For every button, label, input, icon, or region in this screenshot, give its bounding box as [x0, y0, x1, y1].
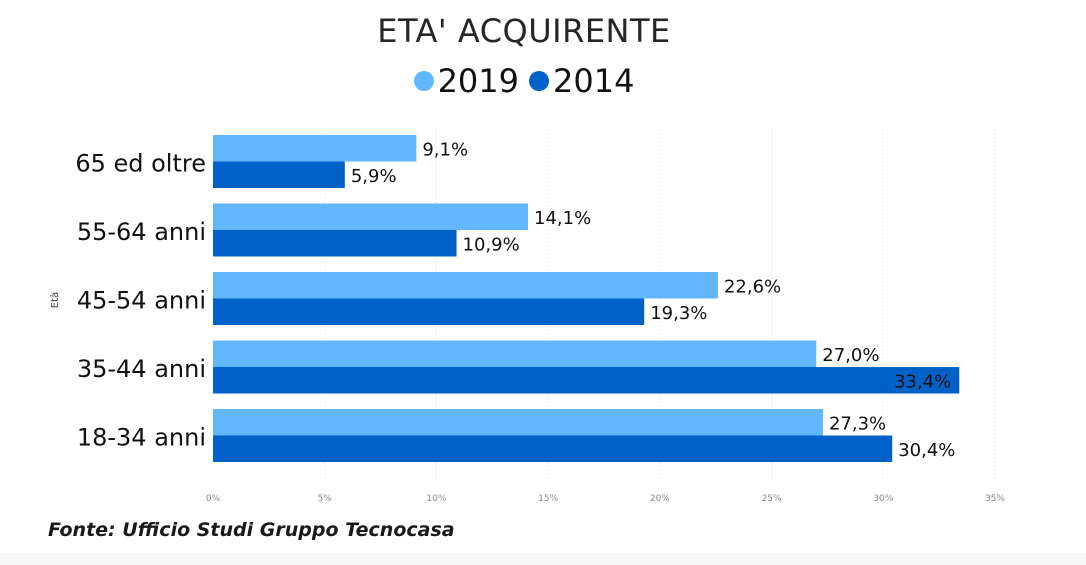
y-tick-label: 18-34 anni [77, 424, 206, 452]
y-tick-label: 55-64 anni [77, 218, 206, 246]
y-tick-label: 35-44 anni [77, 355, 206, 383]
y-tick-label: 45-54 anni [77, 287, 206, 315]
x-tick-label: 10% [426, 494, 446, 504]
legend-item-2014[interactable]: 2014 [529, 62, 634, 100]
x-tick-label: 25% [762, 494, 782, 504]
bottom-band [0, 553, 1086, 565]
x-tick-label: 30% [873, 494, 893, 504]
bar-2014 [213, 367, 960, 394]
bar-2019 [213, 135, 417, 162]
x-tick-label: 0% [206, 494, 221, 504]
data-label: 5,9% [351, 166, 397, 187]
bar-2014 [213, 298, 645, 325]
bar-2014 [213, 161, 345, 188]
bar-2019 [213, 203, 529, 230]
legend-marker-2014 [529, 71, 549, 91]
data-label: 10,9% [463, 234, 520, 255]
x-tick-label: 15% [538, 494, 558, 504]
y-axis-title: Età [49, 292, 61, 308]
bar-2019 [213, 272, 718, 299]
legend-marker-2019 [413, 71, 434, 91]
legend-label-2019: 2019 [437, 62, 519, 100]
legend-item-2019[interactable]: 2019 [413, 62, 519, 100]
data-label: 19,3% [650, 303, 707, 324]
chart-title: ETA' ACQUIRENTE [377, 12, 671, 50]
legend-label-2014: 2014 [553, 62, 635, 100]
data-label: 27,3% [829, 413, 886, 434]
y-tick-label: 65 ed oltre [75, 150, 206, 178]
x-tick-label: 5% [318, 494, 333, 504]
bar-2014 [213, 230, 457, 257]
data-label: 30,4% [898, 440, 955, 461]
source-note: Fonte: Ufficio Studi Gruppo Tecnocasa [48, 519, 455, 541]
x-tick-label: 35% [985, 494, 1005, 504]
data-label: 9,1% [422, 139, 468, 160]
data-label: 22,6% [724, 276, 781, 297]
data-label: 33,4% [894, 371, 951, 392]
data-label: 14,1% [534, 208, 591, 229]
bar-2014 [213, 435, 893, 462]
bar-2019 [213, 340, 817, 367]
legend: 2019 2014 [0, 62, 1048, 100]
x-tick-label: 20% [650, 494, 670, 504]
bar-chart: 0% 5% 10% 15% 20% 25% 30% 35% Età 65 ed oltre 9,1%… [49, 130, 1005, 504]
bar-2019 [213, 409, 823, 436]
data-label: 27,0% [822, 345, 879, 366]
